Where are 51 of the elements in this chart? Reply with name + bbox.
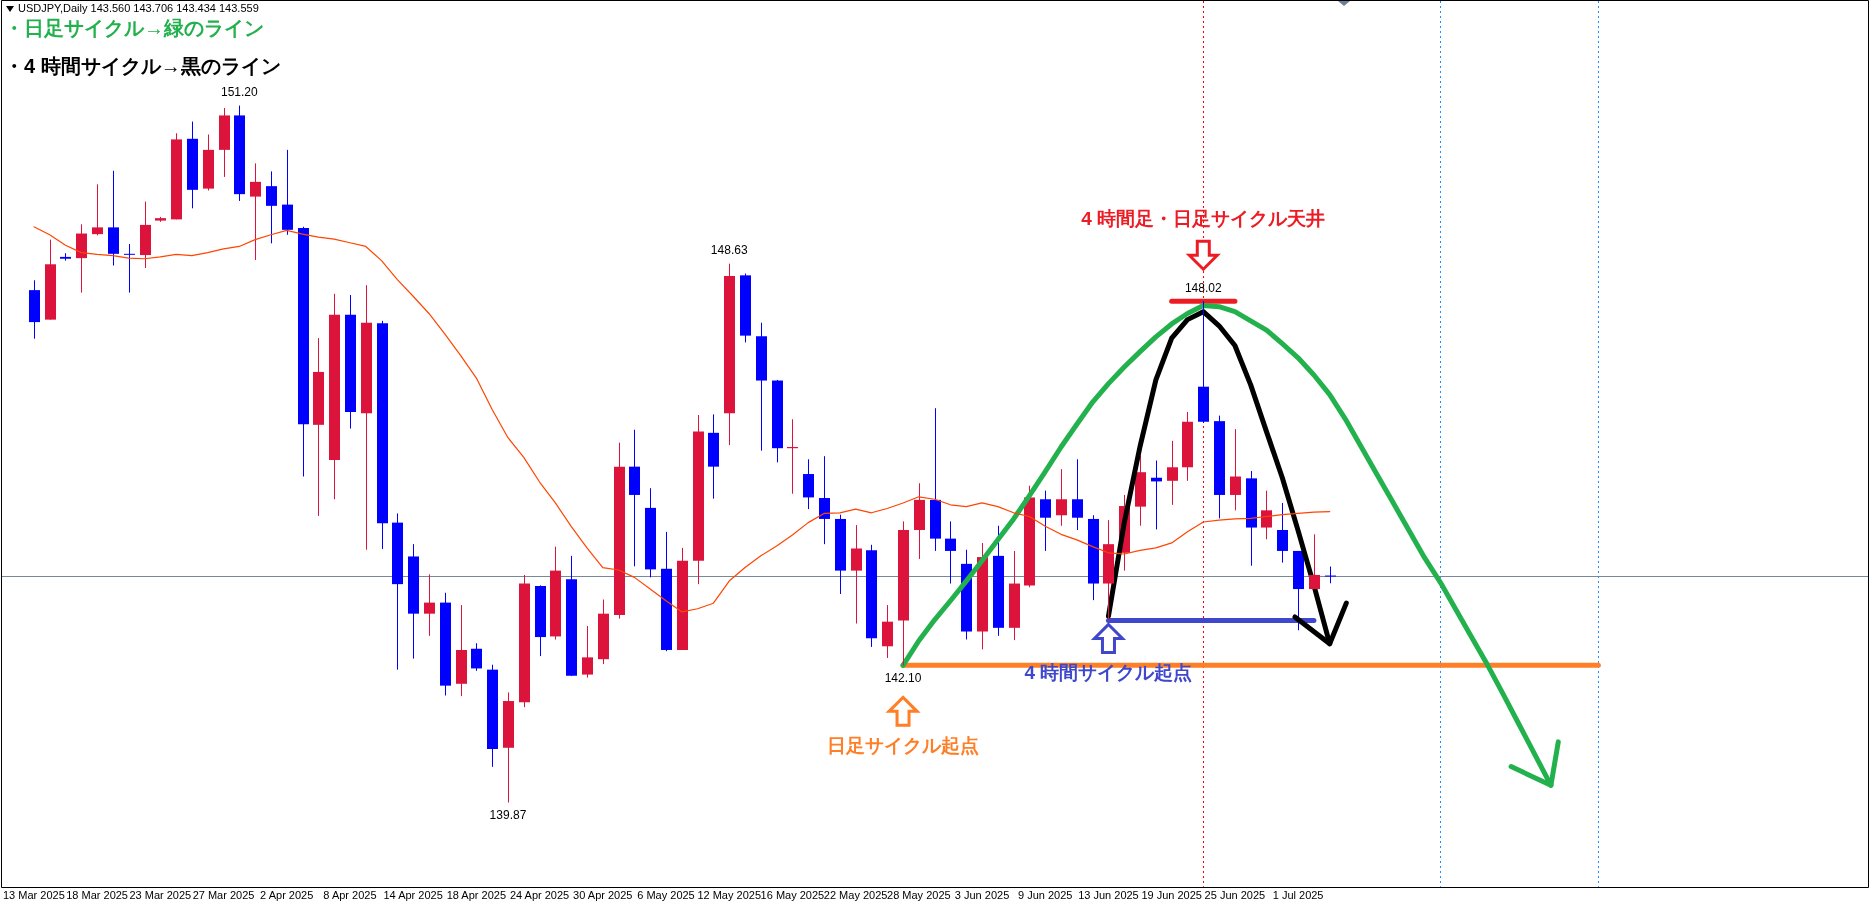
text: 148.02 [1184,280,1222,295]
x-tick-label: 1 Jul 2025 [1272,889,1324,902]
x-tick-label: 19 Jun 2025 [1141,889,1202,902]
candlestick [1230,428,1241,511]
annotation: 4 時間足・日足サイクル天井 [1081,208,1326,230]
x-tick-label: 25 Jun 2025 [1204,889,1266,902]
x-tick-label: 24 Apr 2025 [509,889,570,902]
x-tick-label: 28 May 2025 [887,889,951,902]
candlestick [819,455,830,545]
text: 151.20 [220,84,258,99]
candlestick [1277,502,1288,564]
x-tick-label: 12 May 2025 [697,889,762,902]
candlestick [92,183,103,236]
annotation: 日足サイクル起点 [827,734,980,756]
x-tick-label: 8 Apr 2025 [323,889,377,902]
x-tick-label: 2 Apr 2025 [260,889,314,902]
x-tick-label: 22 May 2025 [823,889,888,902]
x-tick-label: 3 Jun 2025 [954,889,1010,902]
candlestick [1261,490,1272,540]
candlestick [1072,458,1083,531]
x-tick-label: 14 Apr 2025 [383,889,443,902]
annotation: ・日足サイクル→緑のライン [4,16,264,39]
x-tick-label: 30 Apr 2025 [573,889,633,902]
candlestick [945,520,956,585]
text: 142.10 [884,670,922,685]
candlestick [1167,440,1178,506]
chart-title: USDJPY,Daily 143.560 143.706 143.434 143.559 [18,2,259,15]
candlestick [471,642,482,672]
candlestick [582,625,593,679]
x-tick-label: 16 May 2025 [760,889,825,902]
candlestick [851,524,862,625]
annotation: 4 時間サイクル起点 [1024,661,1193,683]
candlestick [250,162,261,261]
x-tick-label: 13 Jun 2025 [1078,889,1139,902]
candlestick [1040,490,1051,552]
candlestick [1056,468,1067,527]
x-tick-label: 9 Jun 2025 [1018,889,1073,902]
x-tick-label: 6 May 2025 [637,889,695,902]
candlestick [124,243,135,294]
candlestick [1309,533,1320,590]
text: 148.63 [710,242,748,257]
candlestick [424,573,435,637]
x-tick-label: 13 Mar 2025 [3,889,65,902]
x-tick-label: 18 Mar 2025 [66,889,128,902]
x-tick-label: 27 Mar 2025 [192,889,255,902]
candlestick [803,458,814,510]
text: 139.87 [489,807,527,822]
x-tick-label: 18 Apr 2025 [446,889,507,902]
candlestick [266,170,277,244]
annotation: ・4 時間サイクル→黒のライン [4,54,281,77]
x-tick-label: 23 Mar 2025 [129,889,192,902]
